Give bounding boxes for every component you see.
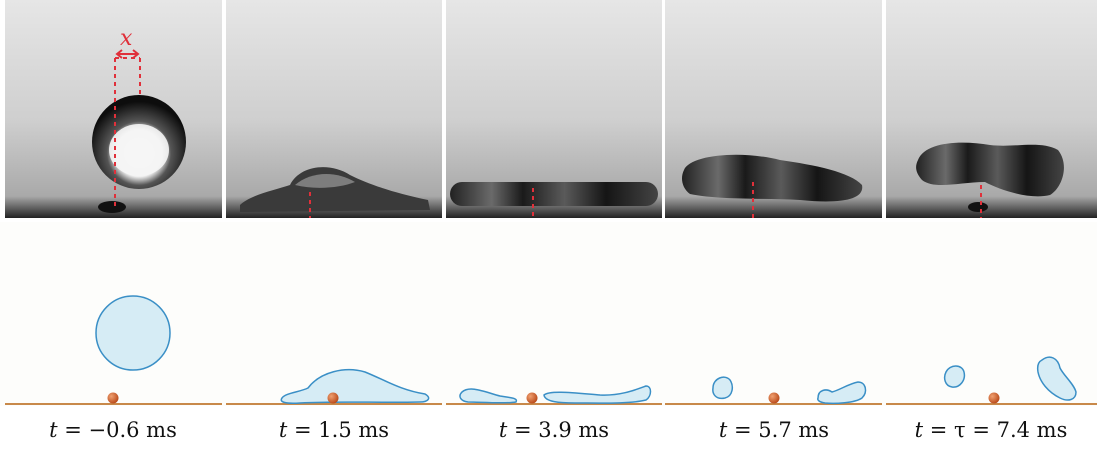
droplet-shape [1036,356,1077,401]
caption-2: t = 1.5 ms [278,418,390,442]
photo-panel-2 [226,0,442,218]
sim-panel-1 [95,295,171,404]
droplet-shape [943,365,966,388]
droplet-shape [817,381,867,405]
droplet-shape [543,385,652,404]
droplet-shape [712,376,734,400]
particle [988,392,1000,404]
sim-panel-2 [280,369,430,404]
simulation-background [0,222,1097,406]
sim-panel-4 [712,376,867,405]
caption-3: t = 3.9 ms [498,418,610,442]
photo-panel-1 [5,0,222,218]
sim-panel-5 [943,356,1077,404]
particle [107,392,119,404]
annotation-marks [114,49,982,218]
droplet-shape [95,295,171,371]
caption-4: t = 5.7 ms [718,418,830,442]
particle [768,392,780,404]
particle [327,392,339,404]
x-annotation-label: x [120,26,133,51]
droplet-shape [459,388,518,404]
droplet-shape [280,369,430,404]
photo-panel-3 [446,0,662,218]
sim-panel-3 [459,385,652,404]
particle [526,392,538,404]
caption-1: t = −0.6 ms [49,418,177,442]
photo-panel-4 [665,0,882,218]
caption-5: t = τ = 7.4 ms [914,418,1068,442]
photo-panel-5 [886,0,1097,218]
